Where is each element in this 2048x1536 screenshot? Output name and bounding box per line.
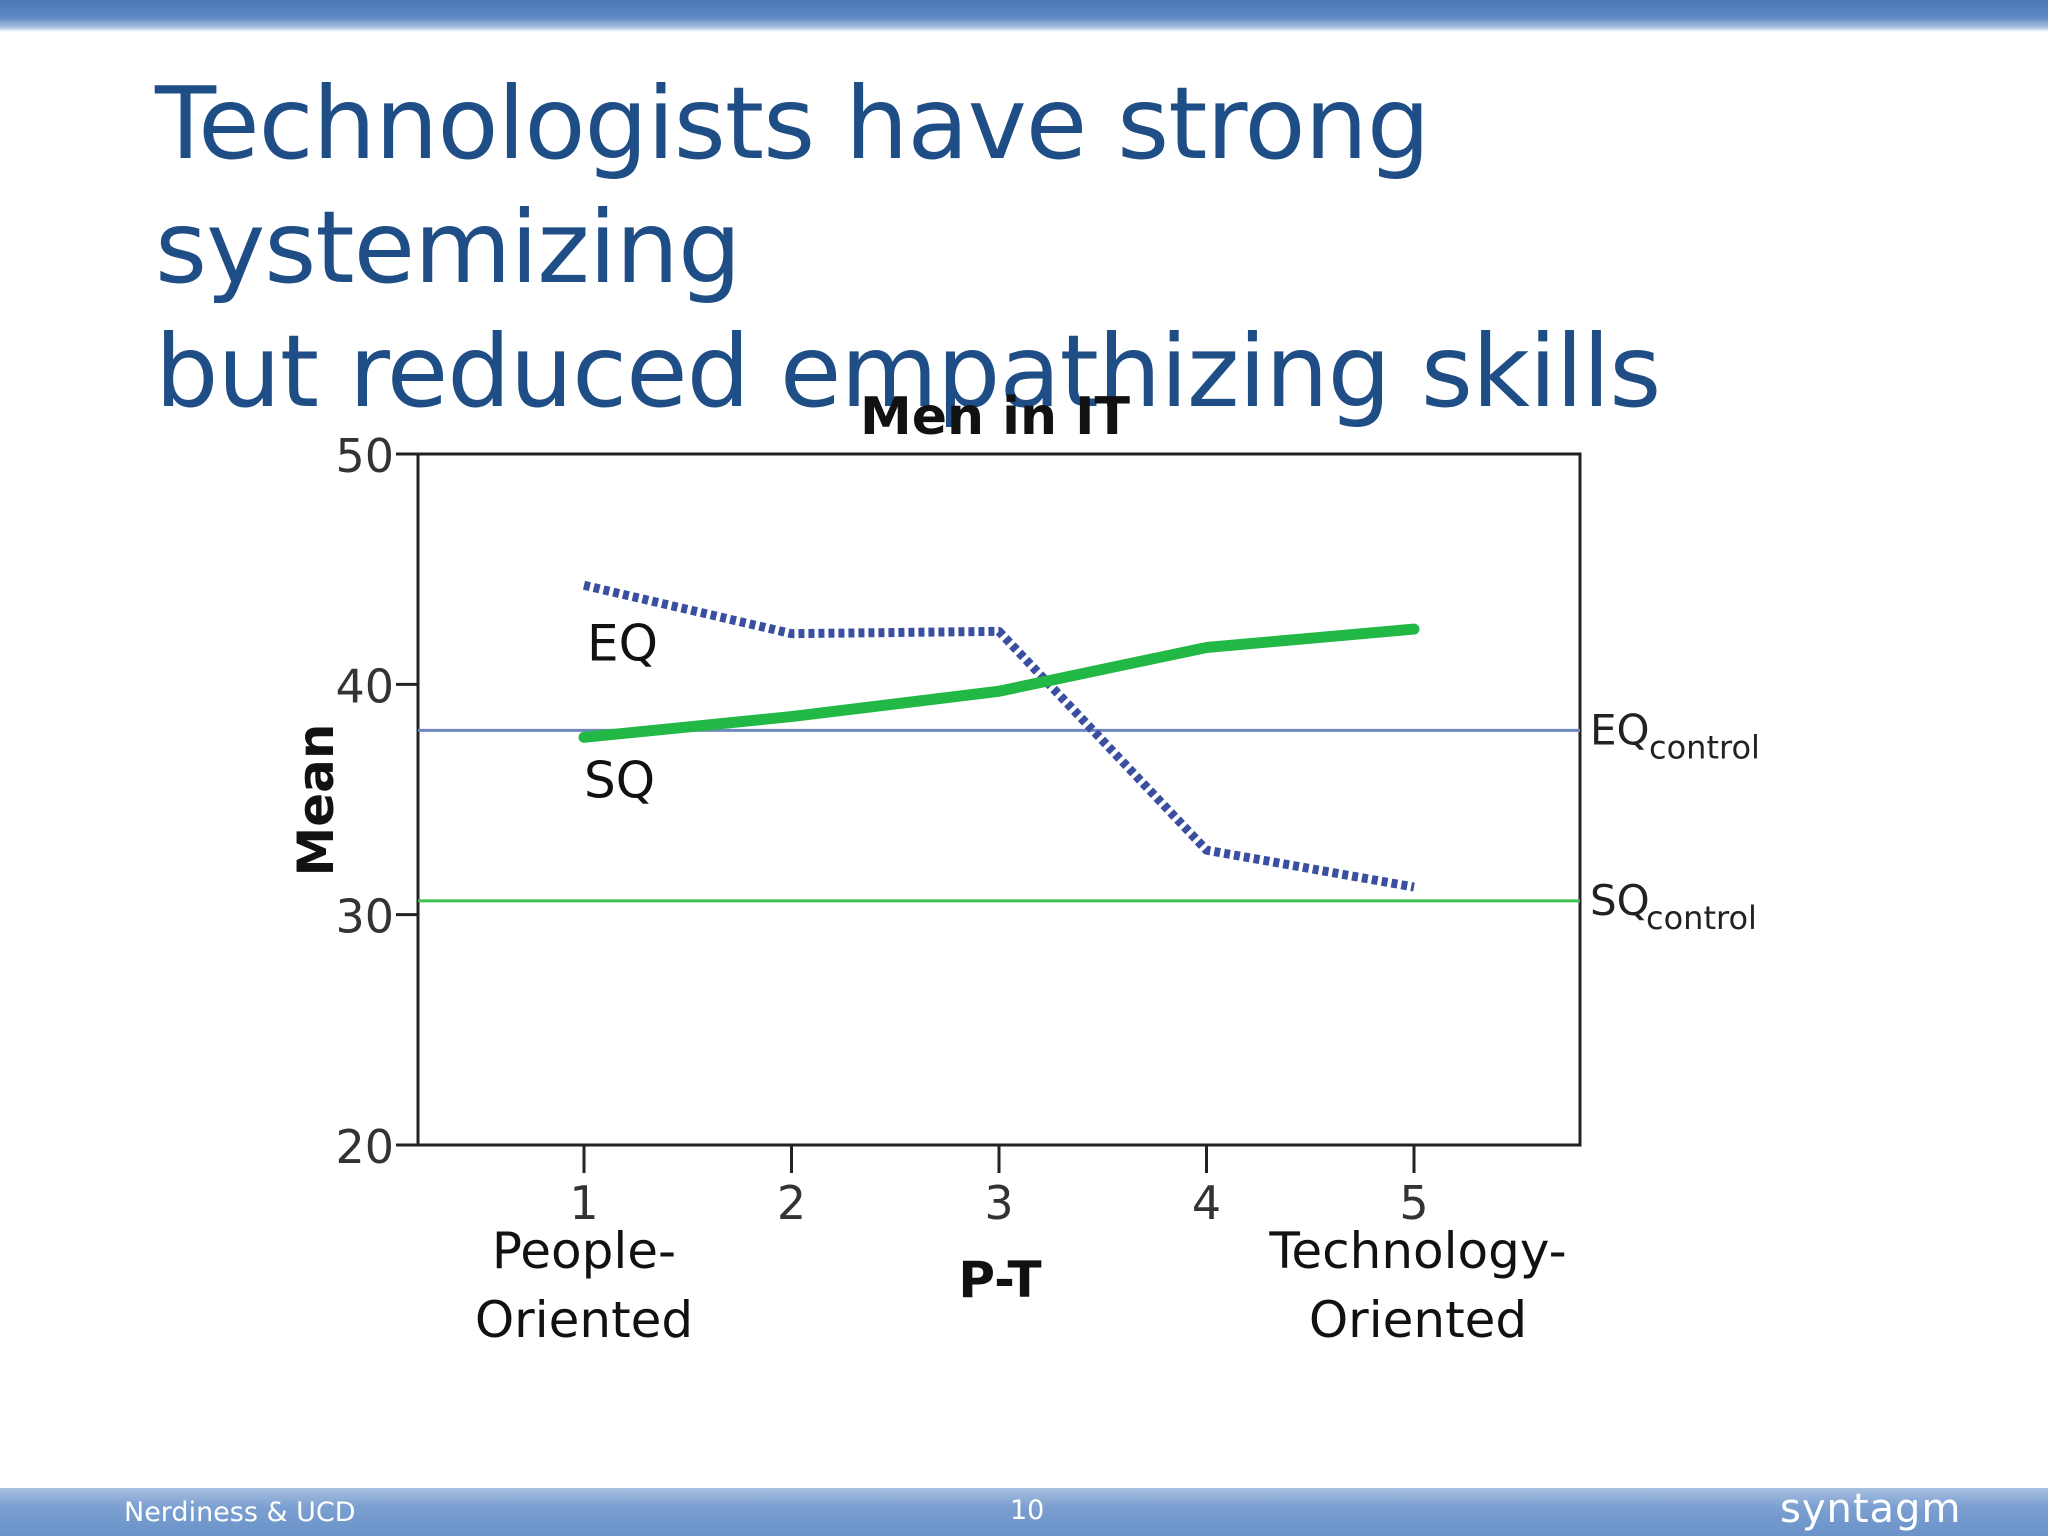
reference-label-eq: EQ [1590, 705, 1650, 754]
slide-title-line-1: Technologists have strong systemizing [155, 65, 1430, 306]
footer-presentation-title: Nerdiness & UCD [124, 1497, 356, 1528]
reference-label-subscript: control [1646, 899, 1757, 937]
x-tick-label: 5 [1399, 1176, 1428, 1230]
x-end-label-people-line2: Oriented [475, 1291, 693, 1349]
slide-title: Technologists have strong systemizing but… [155, 62, 1955, 434]
chart-title: Men in IT [860, 387, 1130, 447]
y-tick-label: 20 [335, 1120, 394, 1174]
series-label-eq: EQ [587, 614, 658, 672]
x-tick-label: 2 [777, 1176, 806, 1230]
x-end-label-technology-line1: Technology- [1268, 1222, 1566, 1280]
y-axis-label: Mean [287, 723, 345, 876]
x-tick-label: 4 [1192, 1176, 1221, 1230]
y-tick-label: 50 [335, 429, 394, 483]
y-tick-label: 30 [335, 890, 394, 944]
line-chart: Men in IT Mean P-T People- Oriented Tech… [287, 387, 1760, 1349]
series-line-eq [582, 580, 1415, 892]
x-tick-label: 1 [569, 1176, 598, 1230]
footer-bar [0, 1488, 2048, 1536]
series-line-sq [578, 623, 1420, 743]
x-end-label-people-line1: People- [492, 1222, 676, 1280]
x-axis-label: P-T [958, 1251, 1041, 1309]
footer-logo: syntagm [1780, 1486, 1962, 1532]
slide-title-line-2: but reduced empathizing skills [155, 313, 1661, 430]
top-accent-bar [0, 0, 2048, 32]
x-end-label-technology-line2: Oriented [1309, 1291, 1527, 1349]
series-label-sq: SQ [584, 751, 655, 809]
footer-page-number: 10 [1010, 1495, 1045, 1526]
reference-label-subscript: control [1649, 728, 1760, 766]
x-tick-label: 3 [984, 1176, 1013, 1230]
y-tick-label: 40 [335, 659, 394, 713]
reference-label-sq: SQ [1590, 876, 1650, 925]
